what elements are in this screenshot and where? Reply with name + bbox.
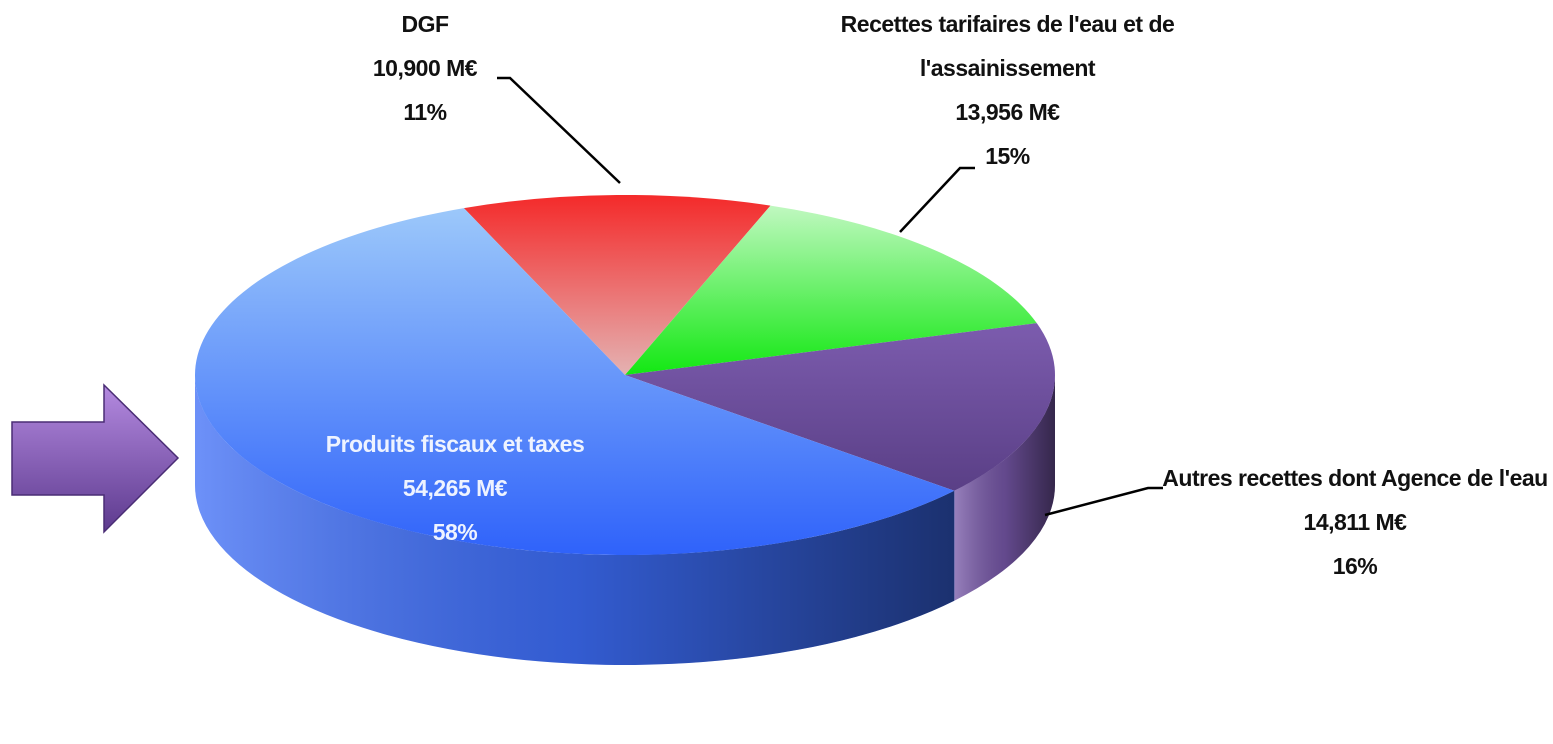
slice: [625, 205, 1037, 375]
category-label: Produits fiscaux et taxes: [325, 431, 585, 457]
slice-label: Recettes tarifaires de l'eau et de l'ass…: [815, 2, 1200, 178]
leader-line: [1044, 486, 1163, 517]
value-label: 54,265 M€: [402, 475, 508, 501]
category-label: Recettes tarifaires de l'eau et de l'ass…: [840, 11, 1175, 81]
slice-side-shade: [954, 375, 1055, 601]
leader-line: [497, 76, 621, 184]
percent-label: 15%: [985, 143, 1030, 169]
slice-label: Autres recettes dont Agence de l'eau 14,…: [1160, 456, 1550, 588]
slice: [463, 195, 771, 375]
category-label: Autres recettes dont Agence de l'eau: [1162, 465, 1548, 491]
slice-label: Produits fiscaux et taxes 54,265 M€ 58%: [255, 422, 655, 554]
percent-label: 16%: [1332, 553, 1378, 579]
slice-label: DGF 10,900 M€ 11%: [340, 2, 510, 134]
value-label: 13,956 M€: [955, 99, 1060, 125]
slice-side-shade: [195, 375, 955, 666]
percent-label: 11%: [403, 99, 447, 125]
value-label: 10,900 M€: [372, 55, 478, 81]
slice: [625, 323, 1055, 491]
leader-line: [899, 166, 975, 233]
slice: [194, 208, 955, 555]
percent-label: 58%: [432, 519, 478, 545]
value-label: 14,811 M€: [1303, 509, 1407, 535]
arrow: [11, 383, 180, 534]
category-label: DGF: [401, 11, 449, 37]
